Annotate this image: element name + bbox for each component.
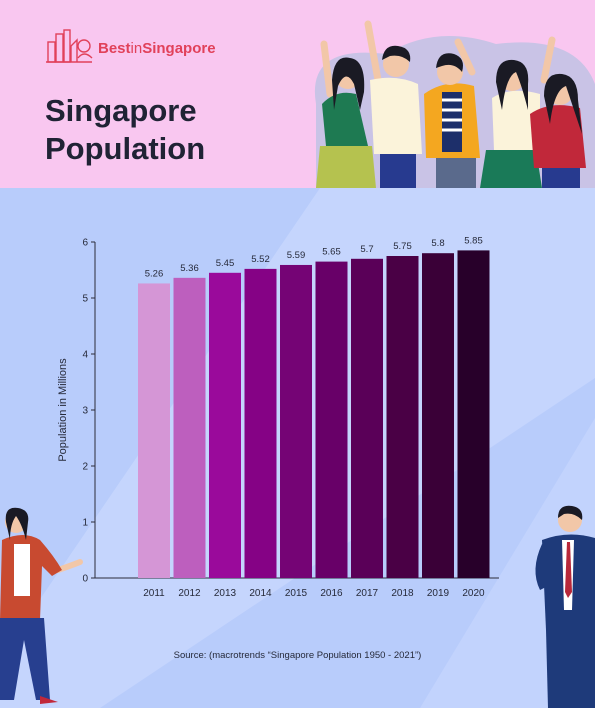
y-tick-label: 3 [82, 406, 88, 417]
y-tick-label: 0 [82, 574, 88, 585]
person-cream [364, 20, 422, 188]
header-banner: BestinSingapore Singapore Population [0, 0, 595, 188]
bar [280, 264, 312, 578]
source-note: Source: (macrotrends “Singapore Populati… [173, 650, 422, 661]
x-tick-label: 2014 [249, 588, 272, 599]
brand-name-in: in [130, 39, 143, 57]
bar-value-label: 5.52 [251, 254, 270, 265]
y-tick-label: 1 [82, 518, 88, 529]
bar-value-label: 5.59 [287, 250, 306, 261]
bar-value-label: 5.8 [431, 238, 444, 249]
x-tick-label: 2017 [356, 588, 379, 599]
bar [457, 250, 490, 578]
bar-value-label: 5.36 [180, 263, 199, 274]
bar [422, 253, 454, 578]
bar-value-label: 5.7 [360, 244, 373, 255]
y-tick-label: 6 [82, 238, 88, 249]
city-skyline-icon [46, 29, 93, 63]
x-tick-label: 2012 [178, 588, 201, 599]
x-tick-label: 2011 [143, 588, 165, 599]
x-tick-label: 2020 [462, 588, 485, 599]
brand-logo[interactable]: BestinSingapore [46, 28, 216, 68]
person-white [480, 36, 556, 188]
presenter-woman-illustration [0, 507, 83, 704]
brand-name: BestinSingapore [98, 40, 216, 57]
y-tick-label: 5 [82, 294, 88, 305]
bar-value-label: 5.45 [216, 258, 235, 269]
population-bar-chart: 0 1 2 3 4 5 6 Population in Millions 5.26 2011 5.3… [57, 235, 499, 599]
bar [351, 258, 383, 578]
bar [138, 283, 170, 578]
person-orange [424, 38, 480, 188]
bar [244, 268, 277, 578]
bar-value-label: 5.26 [145, 268, 164, 279]
y-tick-label: 4 [82, 350, 88, 361]
y-tick-label: 2 [82, 462, 88, 473]
bar [315, 261, 348, 578]
bar [173, 277, 206, 578]
bar-value-label: 5.65 [322, 247, 341, 258]
person-green [316, 40, 376, 188]
person-red [530, 73, 586, 188]
x-tick-label: 2016 [320, 588, 343, 599]
x-tick-label: 2018 [391, 588, 414, 599]
bar-value-label: 5.75 [393, 241, 412, 252]
presenter-man-illustration [535, 505, 595, 708]
page-title: Singapore Population [45, 93, 206, 166]
brand-name-singapore: Singapore [142, 39, 216, 57]
people-illustration [314, 20, 595, 188]
bar-value-label: 5.85 [464, 235, 483, 246]
x-tick-label: 2019 [427, 588, 450, 599]
bar [386, 256, 419, 578]
x-tick-label: 2013 [214, 588, 237, 599]
x-tick-label: 2015 [285, 588, 308, 599]
bar [209, 272, 241, 578]
y-axis-label: Population in Millions [57, 358, 69, 462]
brand-name-best: Best [98, 39, 131, 57]
